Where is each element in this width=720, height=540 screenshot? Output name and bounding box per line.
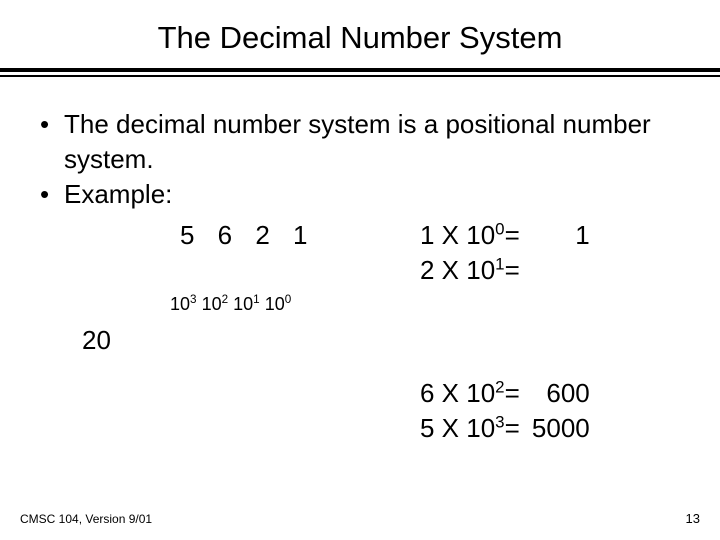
calc-column-top: 1 X 100 =1 2 X 101 = bbox=[420, 218, 590, 288]
pow-0s: 0 bbox=[285, 293, 292, 306]
bullet-dot-icon: • bbox=[40, 107, 64, 142]
pow-1: 10 bbox=[233, 294, 253, 314]
calc-2-lhs: 2 X 10 bbox=[420, 255, 495, 285]
footer-course: CMSC 104, Version 9/01 bbox=[20, 512, 152, 526]
bullet-2-text: Example: bbox=[64, 177, 680, 212]
pow-2: 10 bbox=[202, 294, 222, 314]
calc-1-res: 1 bbox=[520, 218, 590, 253]
calc-2-eq: = bbox=[505, 253, 520, 288]
bullet-dot-icon: • bbox=[40, 177, 64, 212]
slide-content: • The decimal number system is a positio… bbox=[40, 107, 680, 446]
pow-3s: 3 bbox=[190, 293, 197, 306]
calc-1-eq: = bbox=[505, 218, 520, 253]
powers-row: 103 102 101 100 bbox=[40, 292, 680, 316]
slide-footer: CMSC 104, Version 9/01 13 bbox=[20, 511, 700, 526]
pow-3: 10 bbox=[170, 294, 190, 314]
calc-line-2: 2 X 101 = bbox=[420, 253, 590, 288]
slide: The Decimal Number System • The decimal … bbox=[0, 0, 720, 540]
slide-title: The Decimal Number System bbox=[40, 20, 680, 56]
pow-2s: 2 bbox=[222, 293, 229, 306]
place-value-powers: 103 102 101 100 bbox=[170, 292, 380, 316]
calc-line-3: 6 X 102 =600 bbox=[420, 376, 680, 411]
title-rule bbox=[0, 68, 720, 77]
bullet-1: • The decimal number system is a positio… bbox=[40, 107, 680, 177]
calc-3-sup: 2 bbox=[495, 377, 504, 396]
calc-line-4: 5 X 103 =5000 bbox=[420, 411, 680, 446]
example-row: 5 6 2 1 1 X 100 =1 2 X 101 = bbox=[40, 218, 680, 288]
pow-1s: 1 bbox=[253, 293, 260, 306]
calc-4-eq: = bbox=[505, 411, 520, 446]
bullet-2: • Example: bbox=[40, 177, 680, 212]
pow-0: 10 bbox=[265, 294, 285, 314]
calc-4-res: 5000 bbox=[520, 411, 590, 446]
calc-3-res: 600 bbox=[520, 376, 590, 411]
calc-1-lhs: 1 X 10 bbox=[420, 220, 495, 250]
value-20: 20 bbox=[82, 323, 680, 358]
calc-1-sup: 0 bbox=[495, 220, 504, 239]
example-digits: 5 6 2 1 bbox=[180, 218, 380, 288]
calc-3-eq: = bbox=[505, 376, 520, 411]
calc-4-sup: 3 bbox=[495, 412, 504, 431]
calc-3-lhs: 6 X 10 bbox=[420, 378, 495, 408]
calc-column-bottom: 6 X 102 =600 5 X 103 =5000 bbox=[420, 376, 680, 446]
calc-2-sup: 1 bbox=[495, 255, 504, 274]
bullet-1-text: The decimal number system is a positiona… bbox=[64, 107, 680, 177]
calc-line-1: 1 X 100 =1 bbox=[420, 218, 590, 253]
calc-4-lhs: 5 X 10 bbox=[420, 413, 495, 443]
footer-page-number: 13 bbox=[686, 511, 700, 526]
